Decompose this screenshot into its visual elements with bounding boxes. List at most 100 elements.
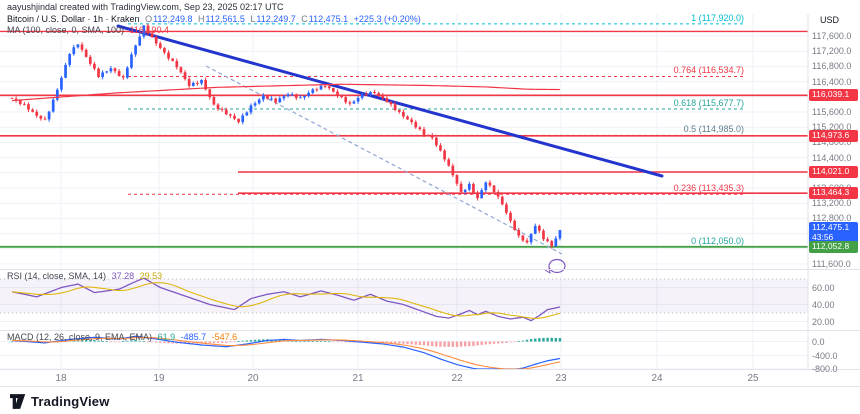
macd-histogram-bar [476, 341, 479, 346]
rsi-tick-label: 20.00 [812, 316, 835, 327]
candle-body [525, 240, 529, 243]
candle-body [443, 150, 446, 160]
candle-body [381, 94, 385, 99]
candle-body [500, 196, 504, 205]
macd-histogram-bar [501, 341, 504, 344]
macd-histogram-bar [258, 339, 261, 342]
macd-histogram-bar [225, 341, 228, 343]
macd-histogram-bar [459, 341, 463, 347]
candle-body [18, 100, 22, 104]
macd-histogram-bar [208, 341, 211, 344]
candle-body [402, 111, 405, 117]
macd-histogram-bar [303, 341, 306, 343]
macd-histogram-bar [513, 341, 516, 343]
candle-body [546, 239, 549, 242]
macd-histogram-bar [472, 341, 475, 347]
macd-line-value: -485.7 [180, 332, 207, 342]
price-badge: 113,464.3 [809, 187, 858, 199]
candle-body [274, 98, 278, 103]
macd-histogram-bar [253, 339, 257, 342]
candle-body [484, 182, 488, 191]
time-tick-label: 24 [651, 373, 663, 384]
candle-body [414, 122, 418, 128]
candle-body [142, 25, 146, 37]
price-tick-label: 114,400.0 [812, 152, 852, 163]
candle-body [14, 98, 18, 101]
macd-histogram-bar [538, 338, 541, 342]
candle-body [344, 97, 348, 103]
high-value: 112,561.5 [205, 14, 245, 24]
rsi-legend: RSI (14, close, SMA, 14) 37.28 29.53 [7, 271, 165, 281]
candle-body [476, 192, 479, 199]
macd-histogram-bar [130, 340, 133, 342]
candle-body [76, 44, 80, 48]
candle-body [467, 183, 471, 190]
candle-body [229, 114, 232, 116]
macd-histogram-bar [546, 337, 549, 342]
macd-histogram-bar [97, 340, 100, 342]
candle-body [51, 99, 55, 112]
macd-histogram-bar [451, 341, 455, 347]
macd-histogram-bar [406, 341, 409, 345]
candle-body [278, 98, 282, 103]
macd-histogram-bar [126, 340, 129, 342]
candle-body [245, 112, 249, 116]
macd-signal-value: -547.6 [211, 332, 238, 342]
macd-legend-label[interactable]: MACD (12, 26, close, 9, EMA, EMA) [7, 332, 153, 342]
macd-histogram-bar [336, 341, 339, 343]
candle-body [393, 104, 397, 111]
macd-histogram-bar [171, 341, 174, 344]
macd-histogram-bar [496, 341, 500, 344]
macd-histogram-bar [521, 340, 525, 342]
macd-histogram-bar [159, 341, 162, 343]
price-tick-label: 116,400.0 [812, 76, 852, 87]
candle-body [356, 97, 360, 102]
macd-histogram-bar [14, 341, 18, 343]
candle-body [204, 79, 207, 90]
candle-body [521, 235, 525, 241]
macd-histogram-bar [146, 341, 150, 343]
macd-histogram-bar [299, 341, 302, 343]
attribution-text: aayushjindal created with TradingView.co… [7, 2, 284, 12]
macd-histogram-bar [464, 341, 467, 347]
candle-body [35, 111, 39, 116]
candle-body [385, 98, 389, 102]
currency-label[interactable]: USD [820, 15, 840, 25]
fib-level-label: 0.764 (116,534.7) [673, 65, 744, 76]
candle-body [542, 230, 545, 240]
rsi-legend-label[interactable]: RSI (14, close, SMA, 14) [7, 271, 107, 281]
ma-legend: MA (100, close, 0, SMA, 100) 116,190.4 [7, 25, 172, 35]
candle-body [233, 115, 236, 119]
ma-legend-label[interactable]: MA (100, close, 0, SMA, 100) [7, 25, 125, 35]
candle-body [187, 79, 191, 86]
symbol-title[interactable]: Bitcoin / U.S. Dollar · 1h · Kraken [7, 14, 140, 24]
macd-histogram-bar [311, 341, 314, 342]
macd-histogram-bar [418, 341, 422, 346]
tradingview-logo[interactable]: TradingView [10, 394, 110, 409]
candle-body [163, 48, 166, 53]
macd-histogram-bar [534, 338, 537, 342]
candle-body [418, 127, 422, 130]
time-axis[interactable] [0, 370, 808, 385]
candle-body [303, 95, 306, 98]
candle-body [55, 89, 59, 100]
candle-body [72, 47, 76, 55]
candle-body [101, 72, 104, 77]
macd-histogram-bar [216, 341, 220, 343]
macd-histogram-bar [455, 341, 459, 347]
candle-body [68, 54, 72, 65]
trendline [116, 24, 664, 178]
macd-histogram-bar [113, 341, 117, 343]
macd-hist-value: 61.9 [157, 332, 176, 342]
macd-histogram-bar [443, 341, 446, 347]
candle-body [220, 108, 224, 110]
candle-body [179, 67, 183, 73]
candle-body [97, 68, 100, 77]
candle-body [200, 79, 203, 84]
candle-body [373, 91, 376, 94]
candle-body [23, 103, 26, 105]
macd-histogram-bar [488, 341, 492, 345]
candle-body [364, 93, 368, 95]
candle-body [311, 89, 315, 93]
